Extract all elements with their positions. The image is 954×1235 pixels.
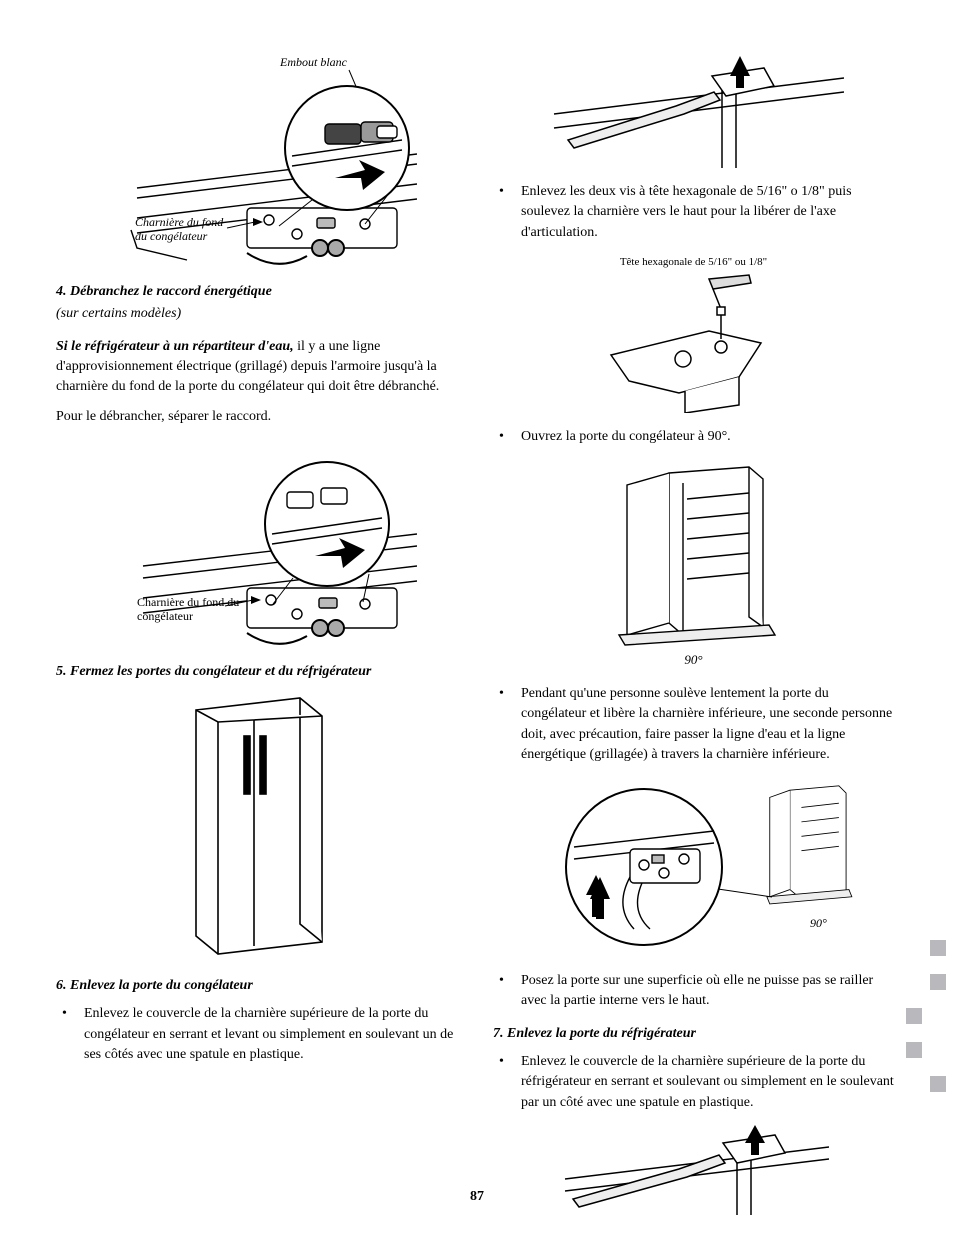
step-6-bullets: Enlevez le couvercle de la charnière sup… xyxy=(56,1004,457,1065)
figure-hex-screw-hinge: Tête hexagonale de 5/16" ou 1/8" xyxy=(493,255,894,413)
bullet-remove-hex-screws: Enlevez les deux vis à tête hexagonale d… xyxy=(493,182,894,243)
caption-hex: Tête hexagonale de 5/16" ou 1/8" xyxy=(493,255,894,271)
step-4-para-1: Si le réfrigérateur à un répartiteur d'e… xyxy=(56,337,457,398)
mark-4 xyxy=(906,1042,922,1058)
figure-hinge-energy-connector: Charnière du fond du congélateur xyxy=(56,438,457,648)
angle-label-2: 90° xyxy=(810,916,827,930)
callout-embout-blanc: Embout blanc xyxy=(279,55,348,69)
step-7-bullets: Enlevez le couvercle de la charnière sup… xyxy=(493,1052,894,1113)
mark-2 xyxy=(930,974,946,990)
right-bullets-4: Posez la porte sur une superficie où ell… xyxy=(493,971,894,1012)
bullet-place-door: Posez la porte sur une superficie où ell… xyxy=(493,971,894,1012)
bullet-open-90: Ouvrez la porte du congélateur à 90°. xyxy=(493,427,894,447)
right-bullets-2: Ouvrez la porte du congélateur à 90°. xyxy=(493,427,894,447)
callout-charniere-2b: congélateur xyxy=(137,609,193,623)
step-5-heading: 5. Fermez les portes du congélateur et d… xyxy=(56,662,457,682)
mark-3 xyxy=(906,1008,922,1024)
step-4-lead: Si le réfrigérateur à un répartiteur d'e… xyxy=(56,339,294,354)
figure-hinge-white-tip: Embout blanc xyxy=(56,48,457,268)
angle-label-1: 90° xyxy=(493,651,894,670)
step-4-heading: 4. Débranchez le raccord énergétique xyxy=(56,282,457,302)
step-6-heading: 6. Enlevez la porte du congélateur xyxy=(56,976,457,996)
figure-hinge-cover-lift-1 xyxy=(493,48,894,168)
callout-charniere-2a: Charnière du fond du xyxy=(137,595,239,609)
step-7-bullet-1: Enlevez le couvercle de la charnière sup… xyxy=(493,1052,894,1113)
page-number: 87 xyxy=(0,1187,954,1207)
left-column: Embout blanc xyxy=(56,48,457,1229)
mark-5 xyxy=(930,1076,946,1092)
callout-charniere-1a: Charnière du fond xyxy=(135,215,224,229)
figure-fridge-closed xyxy=(56,692,457,962)
right-bullets-1: Enlevez les deux vis à tête hexagonale d… xyxy=(493,182,894,243)
step-4-sub: (sur certains modèles) xyxy=(56,304,457,324)
step-7-heading: 7. Enlevez la porte du réfrigérateur xyxy=(493,1024,894,1044)
side-marks xyxy=(906,940,946,1092)
right-column: Enlevez les deux vis à tête hexagonale d… xyxy=(493,48,894,1229)
step-6-bullet-1: Enlevez le couvercle de la charnière sup… xyxy=(56,1004,457,1065)
bullet-two-person-lift: Pendant qu'une personne soulève lentemen… xyxy=(493,684,894,765)
step-4-para-2: Pour le débrancher, séparer le raccord. xyxy=(56,407,457,427)
figure-fridge-open-90: 90° xyxy=(493,459,894,670)
figure-lower-hinge-detail: 90° xyxy=(493,777,894,957)
callout-charniere-1b: du congélateur xyxy=(135,229,208,243)
mark-1 xyxy=(930,940,946,956)
right-bullets-3: Pendant qu'une personne soulève lentemen… xyxy=(493,684,894,765)
